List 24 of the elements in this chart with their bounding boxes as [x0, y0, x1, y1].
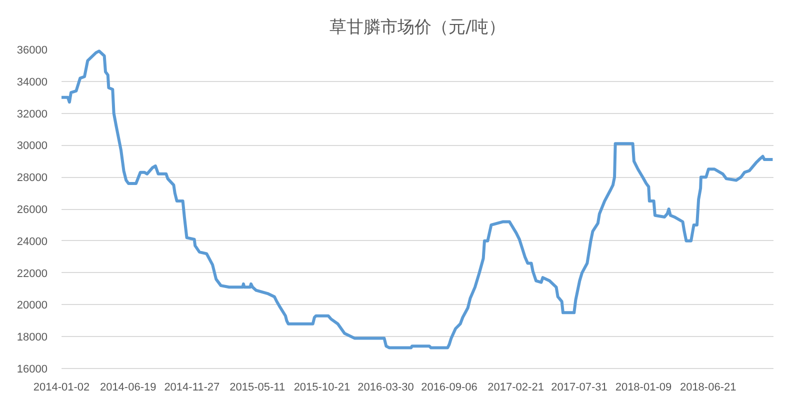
- y-tick-label: 32000: [16, 108, 48, 120]
- y-tick-label: 34000: [16, 76, 48, 88]
- y-tick-label: 24000: [16, 236, 48, 248]
- x-tick-label: 2018-06-21: [680, 382, 736, 394]
- x-tick-label: 2016-03-30: [358, 382, 414, 394]
- x-tick-label: 2014-06-19: [100, 382, 156, 394]
- y-tick-label: 18000: [16, 332, 48, 344]
- y-tick-label: 26000: [16, 204, 48, 216]
- x-tick-label: 2018-01-09: [615, 382, 672, 394]
- x-tick-label: 2014-11-27: [164, 382, 220, 394]
- y-tick-label: 28000: [16, 172, 48, 184]
- y-tick-label: 20000: [16, 300, 48, 312]
- y-tick-label: 16000: [16, 364, 48, 376]
- y-tick-label: 30000: [16, 140, 48, 152]
- x-tick-label: 2015-10-21: [294, 382, 350, 394]
- line-series: [62, 50, 774, 350]
- chart-title: 草甘膦市场价（元/吨）: [330, 18, 506, 38]
- x-tick-label: 2015-05-11: [230, 382, 286, 394]
- x-tick-label: 2017-07-31: [551, 382, 608, 394]
- x-tick-label: 2014-01-02: [33, 382, 90, 394]
- x-tick-label: 2017-02-21: [488, 382, 544, 394]
- y-tick-label: 36000: [16, 44, 48, 56]
- y-tick-label: 22000: [16, 268, 48, 280]
- x-tick-label: 2016-09-06: [421, 382, 478, 394]
